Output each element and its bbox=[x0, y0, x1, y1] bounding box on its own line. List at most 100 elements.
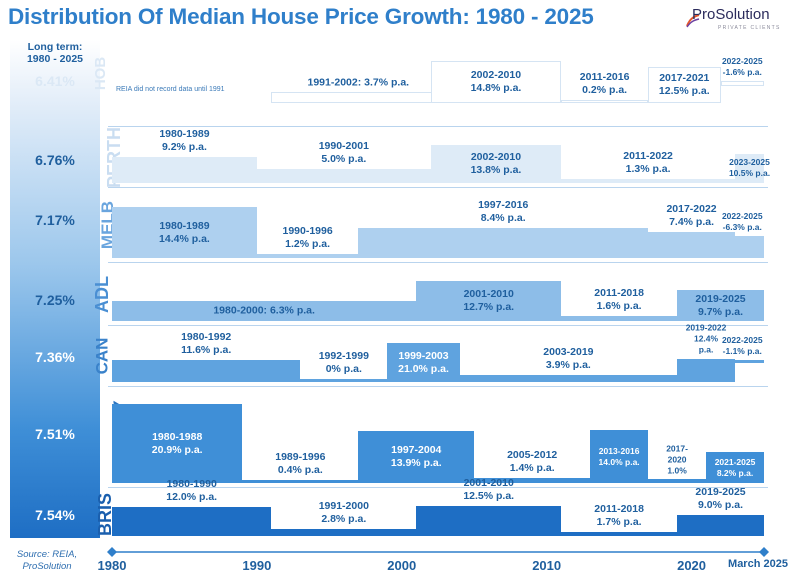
bar-melb-1980-1989 bbox=[112, 207, 257, 258]
bar-label-line: 0.2% p.a. bbox=[582, 84, 628, 96]
bar-label-line: 2005-2012 bbox=[507, 448, 558, 461]
bar-label: 1980-1992 11.6% p.a. bbox=[181, 331, 231, 357]
bar-label-line: 2022-2025 bbox=[721, 335, 763, 345]
bar-label-line: 14.0% p.a. bbox=[598, 456, 640, 467]
bar-adl-1980-2000 bbox=[112, 301, 417, 321]
source-line2: ProSolution bbox=[22, 561, 72, 572]
long-term-value-sydney: 7.51% bbox=[35, 426, 75, 442]
logo-tagline: PRIVATE CLIENTS bbox=[718, 25, 781, 31]
bar-label: 2023-2025 10.5% p.a. bbox=[729, 157, 770, 179]
bar-label: 1980-2000: 6.3% p.a. bbox=[213, 305, 315, 318]
bar-label: 1991-2002: 3.7% p.a. bbox=[308, 76, 410, 89]
bar-sydney-2021-2025 bbox=[706, 452, 764, 483]
x-axis-start-marker bbox=[107, 547, 117, 557]
bar-hob-2017-2021 bbox=[648, 67, 721, 103]
prosolution-logo: ProSolution PRIVATE CLIENTS bbox=[686, 6, 792, 36]
bar-label: 2011-2022 1.3% p.a. bbox=[623, 150, 673, 176]
bar-sydney-2013-2016 bbox=[590, 430, 649, 483]
bar-perth-2011-2022 bbox=[561, 179, 735, 183]
bar-label: 1980-1989 9.2% p.a. bbox=[159, 128, 209, 154]
bar-melb-1997-2016 bbox=[358, 228, 649, 258]
bar-hob-2002-2010 bbox=[430, 60, 562, 103]
bar-label: 2011-2016 0.2% p.a. bbox=[580, 71, 630, 97]
bar-label: 1990-1996 1.2% p.a. bbox=[282, 225, 332, 251]
bar-can-1980-1992 bbox=[112, 360, 301, 382]
bar-label-line: 2002-2010 bbox=[470, 150, 522, 163]
bar-can-1992-1999 bbox=[285, 379, 402, 382]
long-term-value-adl: 7.25% bbox=[35, 292, 75, 308]
x-tick-2010: 2010 bbox=[532, 558, 562, 573]
bar-melb-2022-2025 bbox=[720, 236, 764, 259]
bar-perth-1980-1989 bbox=[112, 157, 257, 183]
bar-label: 1997-2016 8.4% p.a. bbox=[478, 199, 528, 225]
bar-label-line: -1.1% p.a. bbox=[722, 346, 762, 356]
bar-label-line: 12.5% p.a. bbox=[658, 85, 710, 98]
bar-label: 2019-2025 9.7% p.a. bbox=[695, 293, 745, 319]
source-note: Source: REIA, ProSolution bbox=[8, 549, 86, 573]
bar-label-line: 1.0% bbox=[667, 465, 687, 476]
bar-label-line: 14.4% p.a. bbox=[159, 232, 210, 245]
bar-label-line: 1990-1996 bbox=[282, 224, 333, 237]
bar-label-line: 1980-1989 bbox=[159, 128, 210, 141]
row-separator bbox=[108, 262, 768, 263]
bar-label: 1990-2001 5.0% p.a. bbox=[319, 140, 369, 166]
bar-can-2019-2022 bbox=[677, 358, 736, 382]
bar-can-2003-2019 bbox=[445, 374, 692, 382]
bar-label: 2002-2010 14.8% p.a. bbox=[471, 69, 522, 95]
bar-label-line: 9.7% p.a. bbox=[698, 305, 743, 318]
bar-label-line: 2011-2016 bbox=[579, 71, 630, 83]
bar-perth-2002-2010 bbox=[430, 144, 562, 183]
bar-label-line: 2019-2025 bbox=[695, 485, 746, 498]
bar-melb-1990-1996 bbox=[256, 253, 359, 258]
bar-label-line: 12.7% p.a. bbox=[463, 300, 515, 313]
bar-label-line: 2022-2025 bbox=[721, 211, 763, 221]
bar-label-line: 1.2% p.a. bbox=[285, 237, 331, 250]
long-term-label: Long term: 1980 - 2025 bbox=[10, 41, 100, 65]
bar-label-line: 2011-2022 bbox=[623, 150, 673, 163]
bar-label-line: 9.2% p.a. bbox=[161, 141, 207, 154]
bar-label: 2001-2010 12.5% p.a. bbox=[463, 477, 514, 503]
bar-label-line: 8.4% p.a. bbox=[480, 212, 526, 225]
bar-label-line: 2021-2025 bbox=[714, 456, 756, 467]
source-line1: Source: REIA, bbox=[16, 549, 78, 560]
bar-label-line: 12.0% p.a. bbox=[166, 491, 218, 504]
row-separator bbox=[108, 126, 768, 127]
long-term-value-bris: 7.54% bbox=[35, 507, 75, 523]
bar-label-line: 1991-2000 bbox=[318, 500, 369, 513]
bar-label: 2011-2018 1.7% p.a. bbox=[594, 503, 644, 529]
bar-label: 2022-2025 -1.1% p.a. bbox=[722, 335, 763, 357]
long-term-label-line2: 1980 - 2025 bbox=[26, 53, 84, 65]
bar-label-line: 1.7% p.a. bbox=[596, 515, 642, 528]
x-tick-march-2025: March 2025 bbox=[728, 558, 788, 570]
long-term-value-melb: 7.17% bbox=[35, 212, 75, 228]
bar-perth-2023-2025 bbox=[735, 153, 764, 183]
bar-label-line: 13.8% p.a. bbox=[470, 163, 522, 176]
bar-label: 1980-1988 20.9% p.a. bbox=[152, 431, 203, 457]
bar-label-line: 2013-2016 bbox=[598, 445, 640, 456]
bar-label-line: 21.0% p.a. bbox=[398, 362, 449, 375]
x-tick-1990: 1990 bbox=[242, 558, 272, 573]
bar-label: 2019-2022 12.4% p.a. bbox=[686, 323, 727, 356]
bar-label-line: 2001-2010 bbox=[463, 477, 514, 490]
bar-label-line: 2017-2021 bbox=[659, 72, 710, 85]
row-separator bbox=[108, 487, 768, 488]
x-tick-1980: 1980 bbox=[97, 558, 127, 573]
bar-label-line: 1.3% p.a. bbox=[625, 163, 671, 176]
bar-label-line: 2019-2022 bbox=[685, 322, 727, 333]
bar-label: 2017- 2020 1.0% bbox=[666, 443, 688, 476]
chart-title: Distribution Of Median House Price Growt… bbox=[8, 4, 594, 29]
bar-adl-2001-2010 bbox=[416, 280, 562, 321]
bar-label-line: 1980-1990 bbox=[166, 478, 217, 491]
bar-sydney-1997-2004 bbox=[358, 430, 475, 483]
row-separator bbox=[108, 386, 768, 387]
bar-label: 2021-2025 8.2% p.a. bbox=[715, 457, 756, 479]
bar-label-line: 1980-2000: 6.3% p.a. bbox=[213, 304, 315, 317]
bar-adl-2019-2025 bbox=[677, 290, 764, 321]
bar-hob-1991-2002 bbox=[271, 92, 446, 103]
bar-label-line: 1980-1992 bbox=[181, 331, 232, 344]
bar-label-line: 1980-1988 bbox=[152, 430, 203, 443]
bar-label-line: 2001-2010 bbox=[463, 287, 514, 300]
bar-label: 2022-2025 -1.6% p.a. bbox=[722, 56, 763, 78]
bar-hob-2022-2025 bbox=[720, 81, 764, 86]
bar-label-line: 2020 bbox=[667, 454, 687, 465]
